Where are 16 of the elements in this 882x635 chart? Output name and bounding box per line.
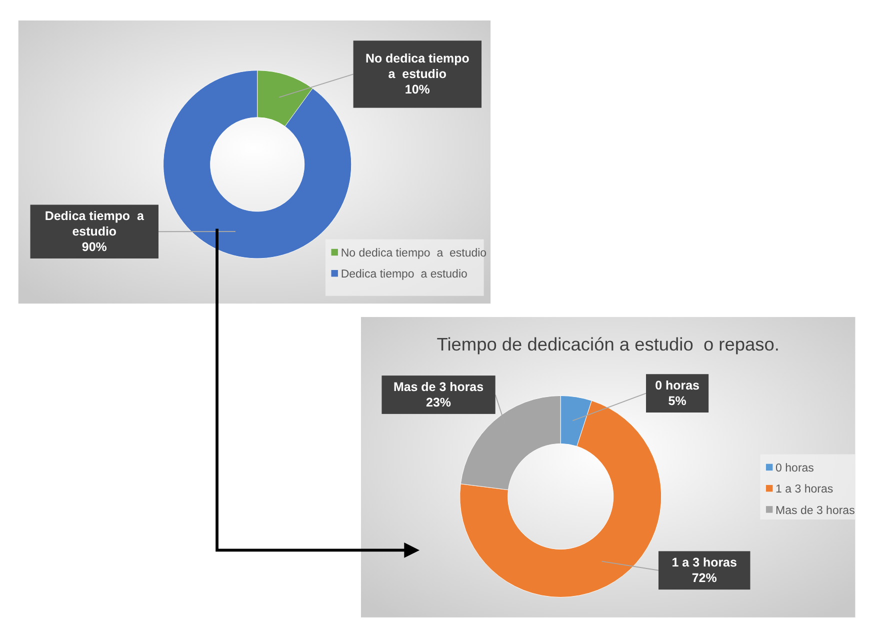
slice-label: No dedica tiempo a estudio	[365, 52, 470, 82]
data-label: 72%	[692, 570, 717, 585]
data-label: 90%	[82, 240, 107, 254]
slice-label: 0 horas	[655, 378, 700, 392]
data-label: 10%	[404, 82, 430, 96]
legend-label: No dedica tiempo a estudio	[340, 248, 487, 260]
legend-label: 0 horas	[776, 462, 814, 475]
chart-title: Tiempo de dedicación a estudio o repaso.	[436, 334, 780, 355]
slice-label: Mas de 3 horas	[393, 380, 484, 394]
legend-label: 1 a 3 horas	[776, 484, 834, 496]
slice-label: 1 a 3 horas	[672, 556, 737, 570]
data-label: 5%	[668, 394, 686, 408]
legend-label: Dedica tiempo a estudio	[340, 268, 468, 281]
legend-label: Mas de 3 horas	[776, 504, 856, 517]
slice-label: Dedica tiempo a estudio	[44, 209, 145, 238]
data-label: 23%	[426, 395, 452, 410]
